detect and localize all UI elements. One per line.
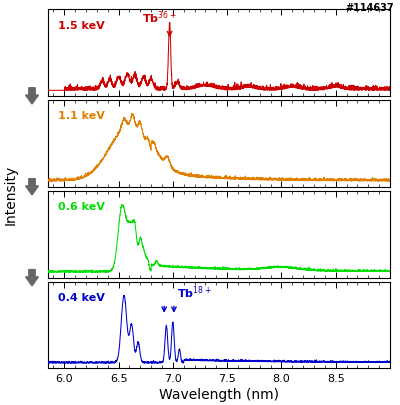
Text: Intensity: Intensity: [4, 164, 18, 224]
Text: Tb$^{18+}$: Tb$^{18+}$: [177, 284, 212, 301]
Text: Tb$^{36+}$: Tb$^{36+}$: [142, 9, 177, 26]
Text: 0.4 keV: 0.4 keV: [58, 292, 105, 303]
Text: 1.1 keV: 1.1 keV: [58, 111, 105, 121]
Text: 1.5 keV: 1.5 keV: [58, 21, 105, 30]
X-axis label: Wavelength (nm): Wavelength (nm): [159, 388, 279, 401]
Text: 0.6 keV: 0.6 keV: [58, 202, 105, 212]
Text: #114637: #114637: [345, 3, 394, 13]
